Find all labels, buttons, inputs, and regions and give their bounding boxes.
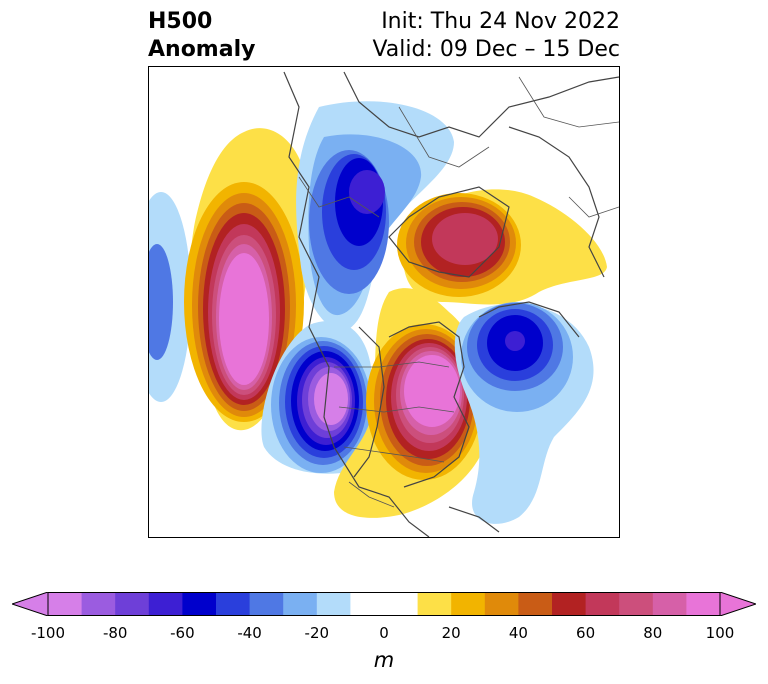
colorbar-border: [47, 592, 721, 616]
colorbar-segment: [686, 592, 721, 616]
negative-anomaly-siberia-arctic: [296, 101, 454, 331]
colorbar-unit-label: m: [373, 648, 395, 672]
colorbar-tick-label: -60: [170, 624, 195, 642]
colorbar-segment: [216, 592, 251, 616]
title-block: H500 Anomaly: [148, 8, 255, 64]
colorbar-tick-label: 100: [705, 624, 735, 642]
valid-date-label: Valid: 09 Dec – 15 Dec: [372, 37, 620, 62]
colorbar-segment: [652, 592, 687, 616]
colorbar-tick-label: -100: [30, 624, 66, 642]
colorbar-tick-label: -40: [237, 624, 262, 642]
colorbar-segment: [518, 592, 553, 616]
coastlines: [283, 71, 619, 537]
negative-anomaly-western-north-america: [261, 321, 374, 474]
positive-anomaly-eastern-canada: [334, 288, 489, 518]
colorbar-segment: [249, 592, 284, 616]
colorbar-segment: [316, 592, 351, 616]
colorbar-segment: [148, 592, 183, 616]
colorbar-segment: [417, 592, 452, 616]
borders: [298, 76, 619, 508]
colorbar-segment: [451, 592, 486, 616]
colorbar-tick-label: -20: [304, 624, 330, 642]
colorbar-tick-label: 20: [441, 624, 461, 642]
colorbar-under-arrow: [12, 592, 49, 616]
colorbar-segment: [552, 592, 587, 616]
title-variable: H500: [148, 9, 213, 34]
title-field: Anomaly: [148, 37, 256, 62]
positive-anomaly-bering-alaska: [184, 128, 310, 431]
anomaly-map: [148, 66, 620, 538]
colorbar-over-arrow: [719, 592, 756, 616]
positive-anomaly-greenland: [397, 189, 607, 305]
colorbar-tick-label: 80: [643, 624, 663, 642]
negative-anomaly-north-pacific: [149, 192, 191, 402]
date-block: Init: Thu 24 Nov 2022 Valid: 09 Dec – 15…: [372, 8, 620, 64]
init-date-label: Init: Thu 24 Nov 2022: [381, 9, 620, 34]
colorbar-tick-label: 40: [508, 624, 528, 642]
colorbar-segment: [384, 592, 419, 616]
colorbar-segment: [48, 592, 83, 616]
colorbar-tick-label: 0: [379, 624, 389, 642]
colorbar-segment: [115, 592, 150, 616]
colorbar-tick-label: 60: [576, 624, 596, 642]
negative-anomaly-north-atlantic: [454, 302, 594, 524]
colorbar-tick-label: -80: [102, 624, 128, 642]
colorbar-segment: [81, 592, 116, 616]
anomaly-map-canvas: [149, 71, 619, 537]
colorbar-segment: [585, 592, 620, 616]
colorbar-segment: [182, 592, 217, 616]
colorbar-segment: [484, 592, 519, 616]
colorbar-segment: [619, 592, 654, 616]
colorbar: [12, 592, 756, 616]
colorbar-segment: [283, 592, 318, 616]
colorbar-segment: [350, 592, 385, 616]
